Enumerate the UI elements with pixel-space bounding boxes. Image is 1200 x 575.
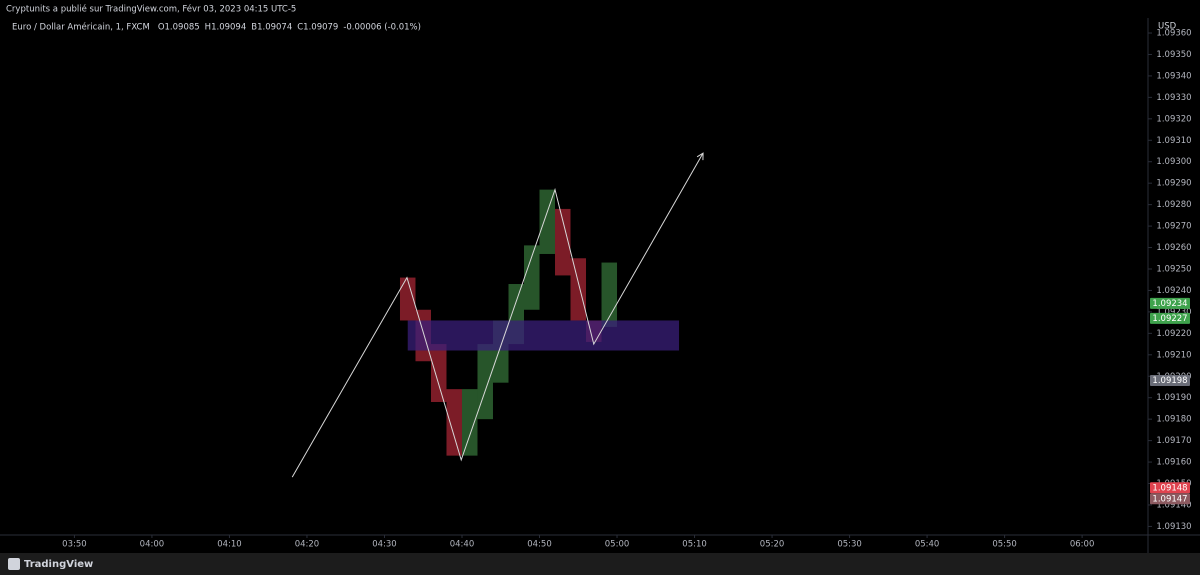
x-tick-label: 05:10 <box>682 540 707 550</box>
candle-body <box>555 208 571 276</box>
zone <box>407 320 680 351</box>
symbol: Euro / Dollar Américain, 1, FXCM <box>12 22 150 33</box>
y-tick-label: 1.09360 <box>1156 29 1191 39</box>
x-tick-label: 05:50 <box>992 540 1017 550</box>
y-tick-label: 1.09290 <box>1156 179 1191 189</box>
y-tick-label: 1.09210 <box>1156 350 1191 360</box>
y-tick-label: 1.09270 <box>1156 222 1191 232</box>
x-tick-label: 04:30 <box>372 540 397 550</box>
x-tick-label: 03:50 <box>62 540 87 550</box>
y-tick-label: 1.09330 <box>1156 93 1191 103</box>
y-tick-label: 1.09300 <box>1156 157 1191 167</box>
candle-body <box>570 258 587 321</box>
y-tick-label: 1.09320 <box>1156 114 1191 124</box>
legend-key: B <box>251 23 257 33</box>
arrow-head <box>696 152 704 161</box>
x-tick-label: 05:40 <box>915 540 940 550</box>
y-tick-label: 1.09170 <box>1156 436 1191 446</box>
candle-body <box>446 389 462 456</box>
price-badge-label: 1.09227 <box>1152 314 1187 324</box>
price-badge-label: 1.09198 <box>1152 376 1187 386</box>
footer-bar <box>0 553 1200 575</box>
y-tick-label: 1.09140 <box>1156 500 1191 510</box>
legend-value: 1.09079 <box>303 23 338 33</box>
y-tick-label: 1.09280 <box>1156 200 1191 210</box>
candle-body <box>477 344 493 420</box>
y-tick-label: 1.09260 <box>1156 243 1191 253</box>
y-tick-label: 1.09310 <box>1156 136 1191 146</box>
x-tick-label: 04:40 <box>450 540 475 550</box>
candle-body <box>430 344 447 402</box>
candle-body <box>539 189 556 254</box>
legend-value: 1.09074 <box>257 23 292 33</box>
price-badge <box>1150 297 1190 309</box>
brand: TradingView <box>24 559 93 570</box>
legend-value: 1.09085 <box>165 23 200 33</box>
legend-key: O <box>158 23 165 33</box>
x-tick-label: 06:00 <box>1070 540 1095 550</box>
logo-icon <box>8 558 20 570</box>
price-badge-label: 1.09234 <box>1152 299 1187 309</box>
x-tick-label: 05:00 <box>605 540 630 550</box>
y-tick-label: 1.09340 <box>1156 71 1191 81</box>
y-tick-label: 1.09230 <box>1156 307 1191 317</box>
x-tick-label: 04:10 <box>217 540 242 550</box>
price-badge-label: 1.09148 <box>1152 483 1187 493</box>
y-tick-label: 1.09240 <box>1156 286 1191 296</box>
x-tick-label: 04:20 <box>295 540 320 550</box>
price-badge <box>1150 375 1190 387</box>
candle-body <box>399 277 416 321</box>
y-tick-label: 1.09220 <box>1156 329 1191 339</box>
currency: USD <box>1158 22 1177 32</box>
price-badge <box>1150 312 1190 324</box>
y-tick-label: 1.09130 <box>1156 522 1191 532</box>
legend-key: H <box>205 23 211 33</box>
legend-change: -0.00006 (-0.01%) <box>343 23 421 33</box>
price-badge <box>1150 493 1190 505</box>
x-tick-label: 04:50 <box>527 540 552 550</box>
trend-line <box>291 152 704 478</box>
price-badge-label: 1.09147 <box>1152 494 1187 504</box>
x-tick-label: 05:30 <box>837 540 862 550</box>
legend-value: 1.09094 <box>211 23 246 33</box>
legend-key: C <box>297 23 303 33</box>
y-tick-label: 1.09180 <box>1156 415 1191 425</box>
price-badge <box>1150 482 1190 494</box>
publisher: Cryptunits a publié sur TradingView.com,… <box>6 4 296 15</box>
y-tick-label: 1.09350 <box>1156 50 1191 60</box>
x-tick-label: 04:00 <box>140 540 165 550</box>
candle-body <box>461 389 478 456</box>
candle-body <box>524 245 540 310</box>
y-tick-label: 1.09250 <box>1156 264 1191 274</box>
y-tick-label: 1.09190 <box>1156 393 1191 403</box>
y-tick-label: 1.09160 <box>1156 458 1191 468</box>
x-tick-label: 05:20 <box>760 540 785 550</box>
